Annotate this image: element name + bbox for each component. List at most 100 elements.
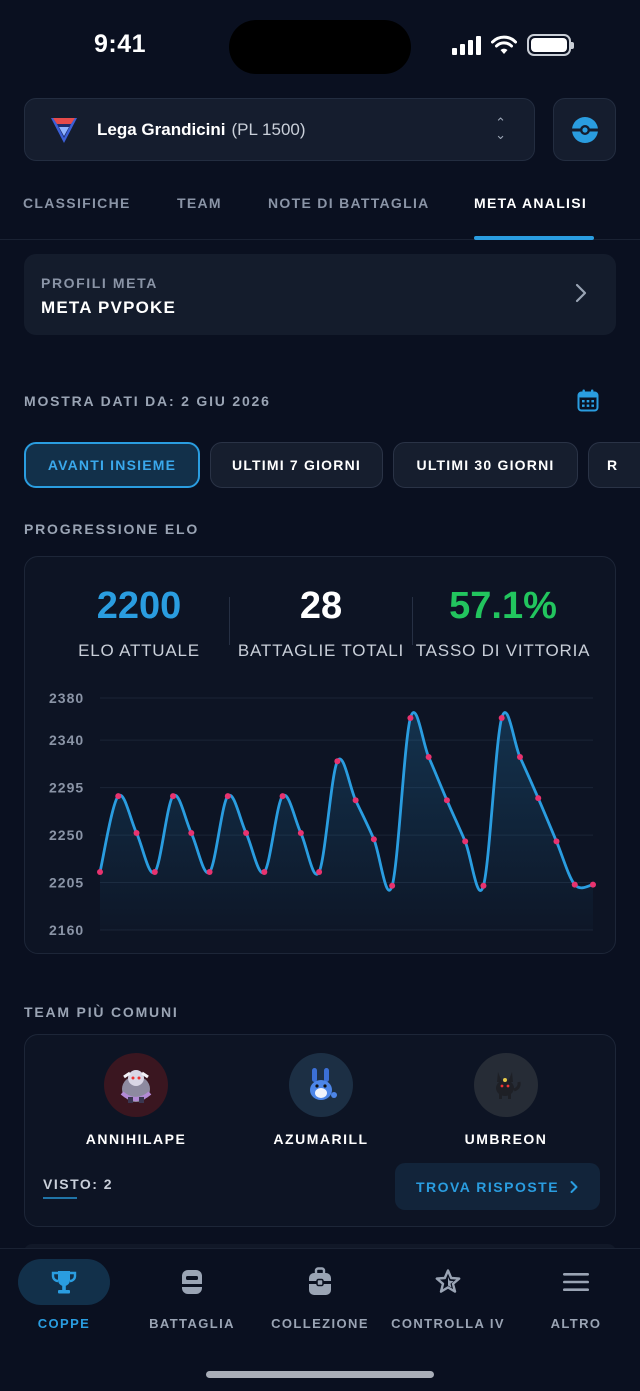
- battle-icon: [146, 1259, 238, 1305]
- tab-team[interactable]: TEAM: [177, 195, 222, 211]
- team-member-name: AZUMARILL: [273, 1131, 369, 1147]
- azumarill-sprite-icon: [310, 1068, 337, 1100]
- chip-avanti-insieme[interactable]: AVANTI INSIEME: [24, 442, 200, 488]
- elo-data-point: [188, 829, 195, 836]
- elo-data-point: [553, 838, 560, 845]
- y-tick-label: 2250: [49, 827, 84, 843]
- team-member: UMBREON: [436, 1053, 576, 1147]
- profile-label: PROFILI META: [41, 275, 158, 291]
- stat-win-rate-label: TASSO DI VITTORIA: [415, 641, 591, 660]
- find-counters-label: TROVA RISPOSTE: [415, 1178, 560, 1195]
- nav-label: COPPE: [37, 1316, 91, 1331]
- elo-area-fill: [100, 712, 593, 930]
- pokeball-button[interactable]: [553, 98, 616, 161]
- elo-data-point: [571, 881, 578, 888]
- tab-classifiche[interactable]: CLASSIFICHE: [23, 195, 131, 211]
- elo-data-point: [115, 793, 122, 800]
- elo-data-point: [425, 754, 432, 761]
- profile-value: META PVPOKE: [41, 298, 177, 317]
- annihilape-sprite-icon: [120, 1070, 152, 1103]
- chip-partial[interactable]: R: [588, 442, 640, 488]
- y-tick-label: 2340: [49, 732, 84, 748]
- azumarill-avatar: [289, 1053, 353, 1117]
- nav-collezione[interactable]: COLLEZIONE: [256, 1259, 384, 1331]
- annihilape-avatar: [104, 1053, 168, 1117]
- find-counters-button[interactable]: TROVA RISPOSTE: [395, 1163, 600, 1210]
- nav-coppe[interactable]: COPPE: [0, 1259, 128, 1331]
- nav-label: BATTAGLIA: [149, 1316, 235, 1331]
- seen-count: VISTO: 2: [43, 1176, 114, 1192]
- nav-label: ALTRO: [550, 1316, 602, 1331]
- calendar-icon[interactable]: [577, 389, 599, 412]
- dynamic-island: [229, 20, 411, 74]
- chevron-right-icon: [575, 283, 587, 303]
- elo-data-point: [151, 869, 158, 875]
- elo-data-point: [443, 797, 450, 804]
- elo-data-point: [590, 881, 596, 888]
- stat-total-battles-label: BATTAGLIE TOTALI: [237, 641, 405, 660]
- team-member-name: UMBREON: [464, 1131, 548, 1147]
- nav-controlla-iv[interactable]: CONTROLLA IV: [384, 1259, 512, 1331]
- team-card[interactable]: ANNIHILAPE AZUMARILL: [24, 1034, 616, 1227]
- elo-data-point: [535, 795, 542, 802]
- star-check-icon: [402, 1259, 494, 1305]
- battery-icon: [527, 34, 574, 56]
- tab-note-di-battaglia[interactable]: NOTE DI BATTAGLIA: [268, 195, 430, 211]
- status-time: 9:41: [94, 30, 147, 58]
- wifi-icon: [491, 35, 517, 54]
- elo-line-chart: 2380 2340 2295 2250 2205 2160: [49, 690, 596, 938]
- elo-data-point: [389, 882, 396, 889]
- tab-meta-analisi[interactable]: META ANALISI: [474, 195, 588, 211]
- league-name: Lega Grandicini: [97, 119, 226, 139]
- league-selector[interactable]: Lega Grandicini (PL 1500) ⌃ ⌄: [24, 98, 535, 161]
- stat-current-elo-label: ELO ATTUALE: [78, 641, 200, 660]
- stat-total-battles-value: 28: [299, 585, 343, 627]
- elo-data-point: [462, 838, 469, 845]
- elo-data-point: [279, 793, 286, 800]
- chevron-right-icon: [570, 1180, 578, 1193]
- nav-label: COLLEZIONE: [271, 1316, 369, 1331]
- elo-data-point: [133, 829, 140, 836]
- elo-data-point: [243, 829, 250, 836]
- meta-profile-selector[interactable]: PROFILI META META PVPOKE: [24, 254, 616, 335]
- elo-data-point: [316, 869, 323, 875]
- elo-data-point: [97, 869, 103, 875]
- pokeball-icon: [571, 116, 598, 143]
- chip-ultimi-30-giorni[interactable]: ULTIMI 30 GIORNI: [393, 442, 578, 488]
- great-league-icon: [51, 117, 77, 143]
- team-member: AZUMARILL: [251, 1053, 391, 1147]
- tab-bar: CLASSIFICHE TEAM NOTE DI BATTAGLIA META …: [0, 180, 640, 240]
- backpack-icon: [274, 1259, 366, 1305]
- chip-ultimi-7-giorni[interactable]: ULTIMI 7 GIORNI: [210, 442, 383, 488]
- signal-icon: [452, 35, 481, 55]
- trophy-icon: [18, 1259, 110, 1305]
- seen-underline: [43, 1197, 77, 1199]
- active-tab-indicator: [474, 236, 594, 240]
- teams-section-title: TEAM PIÙ COMUNI: [24, 1004, 179, 1020]
- stat-divider: [412, 597, 413, 645]
- elo-data-point: [334, 758, 341, 765]
- stat-win-rate-value: 57.1%: [449, 585, 557, 627]
- elo-data-point: [352, 797, 359, 804]
- stat-divider: [229, 597, 230, 645]
- umbreon-sprite-icon: [496, 1072, 521, 1099]
- chevron-up-down-icon: ⌃ ⌄: [495, 115, 506, 142]
- umbreon-avatar: [474, 1053, 538, 1117]
- team-member-name: ANNIHILAPE: [85, 1131, 187, 1147]
- date-filter-label: MOSTRA DATI DA: 2 GIU 2026: [24, 393, 271, 409]
- elo-data-point: [516, 754, 523, 761]
- menu-icon: [530, 1259, 622, 1305]
- elo-data-point: [170, 793, 177, 800]
- elo-data-point: [480, 882, 487, 889]
- elo-section-title: PROGRESSIONE ELO: [24, 521, 200, 537]
- stat-current-elo-value: 2200: [96, 585, 182, 627]
- home-indicator: [206, 1371, 434, 1378]
- nav-altro[interactable]: ALTRO: [512, 1259, 640, 1331]
- elo-data-point: [224, 793, 231, 800]
- elo-data-point: [370, 836, 377, 843]
- status-icons: [452, 34, 574, 56]
- y-tick-label: 2160: [49, 922, 84, 938]
- elo-data-point: [206, 869, 213, 875]
- elo-data-point: [407, 715, 414, 722]
- nav-battaglia[interactable]: BATTAGLIA: [128, 1259, 256, 1331]
